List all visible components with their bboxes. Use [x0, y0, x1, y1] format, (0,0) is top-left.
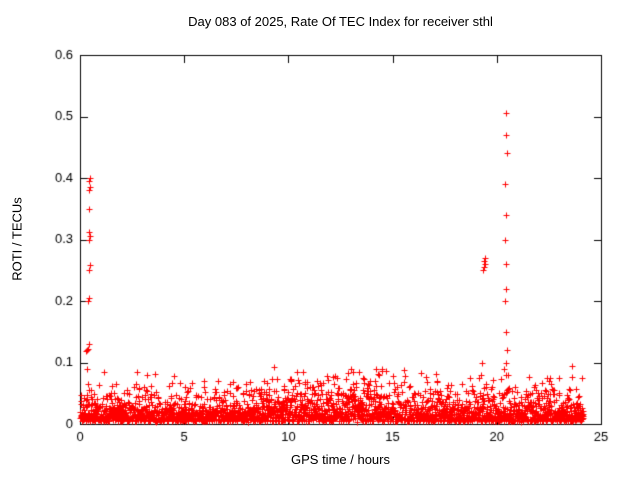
x-axis-label: GPS time / hours — [291, 452, 390, 467]
